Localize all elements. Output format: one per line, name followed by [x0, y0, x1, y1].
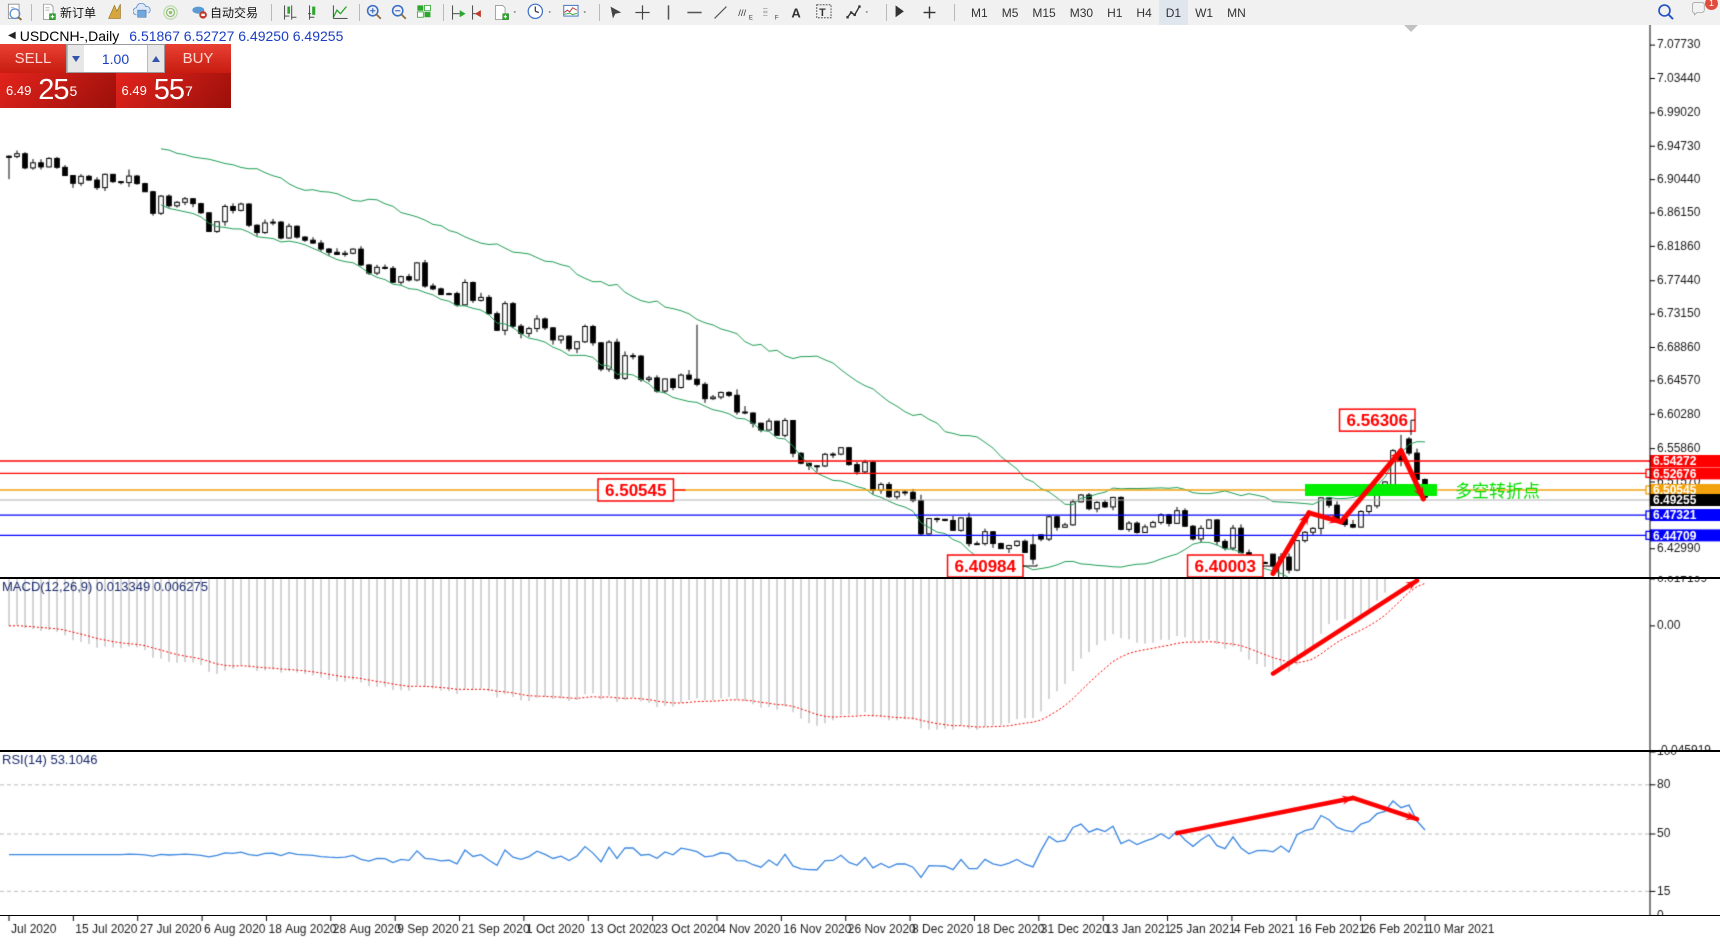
svg-text:A: A — [791, 5, 801, 20]
svg-text:F: F — [775, 16, 779, 22]
svg-text:E: E — [749, 16, 753, 22]
svg-text:::::: :::: — [763, 12, 768, 18]
svg-text:///: /// — [738, 8, 746, 19]
svg-text:T: T — [819, 7, 826, 19]
